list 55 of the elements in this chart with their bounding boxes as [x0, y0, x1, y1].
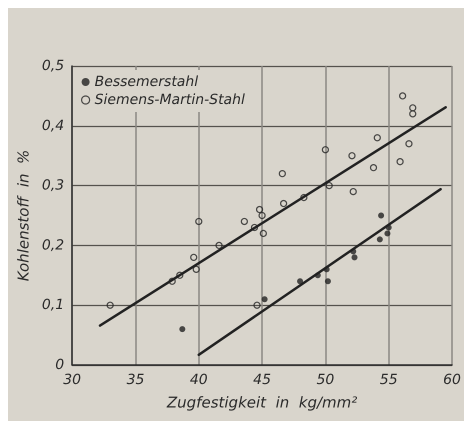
- point: [399, 92, 406, 100]
- point: [297, 278, 304, 284]
- point: [348, 152, 356, 160]
- point: [215, 242, 223, 249]
- x-tick-label: 45: [253, 372, 272, 388]
- point: [253, 302, 261, 309]
- point: [256, 206, 264, 214]
- point: [176, 272, 184, 279]
- legend-label: Bessemerstahl: [94, 74, 198, 90]
- point: [278, 170, 286, 178]
- x-axis-title: Zugfestigkeit in kg/mm²: [166, 394, 358, 412]
- point: [326, 182, 333, 190]
- point: [350, 188, 357, 196]
- point: [262, 296, 268, 302]
- point: [409, 104, 416, 112]
- point: [322, 146, 329, 154]
- legend-label: Siemens-Martin-Stahl: [94, 92, 246, 108]
- point: [314, 272, 321, 278]
- point: [396, 158, 404, 166]
- point: [192, 266, 200, 273]
- point: [405, 140, 413, 148]
- y-tick-label: 0,5: [42, 58, 64, 74]
- point: [324, 278, 331, 284]
- point: [374, 134, 381, 142]
- point: [179, 326, 186, 332]
- point: [258, 212, 266, 220]
- point: [378, 212, 384, 218]
- point: [240, 218, 248, 226]
- point: [352, 254, 358, 260]
- x-tick-label: 40: [190, 372, 208, 388]
- point: [350, 248, 356, 254]
- y-tick-label: 0,1: [42, 297, 64, 314]
- point: [280, 200, 288, 208]
- point: [190, 254, 198, 261]
- y-tick-label: 0,4: [42, 118, 64, 134]
- point: [300, 194, 308, 202]
- point: [376, 236, 383, 242]
- point: [106, 302, 114, 309]
- x-tick-label: 35: [126, 372, 144, 388]
- point: [384, 230, 390, 236]
- point: [370, 164, 378, 172]
- x-tick-label: 50: [316, 372, 334, 388]
- point: [409, 110, 416, 118]
- y-tick-label: 0: [55, 357, 64, 373]
- point: [250, 224, 258, 232]
- point: [324, 266, 330, 272]
- y-tick-label: 0,3: [42, 178, 64, 194]
- y-axis-title: Kohlenstoff in %: [14, 150, 32, 282]
- point: [260, 230, 267, 238]
- x-tick-label: 30: [63, 372, 82, 388]
- y-tick-label: 0,2: [42, 237, 64, 254]
- x-tick-label: 60: [443, 372, 461, 388]
- point: [195, 218, 202, 226]
- point: [168, 278, 176, 285]
- x-tick-label: 55: [380, 372, 398, 388]
